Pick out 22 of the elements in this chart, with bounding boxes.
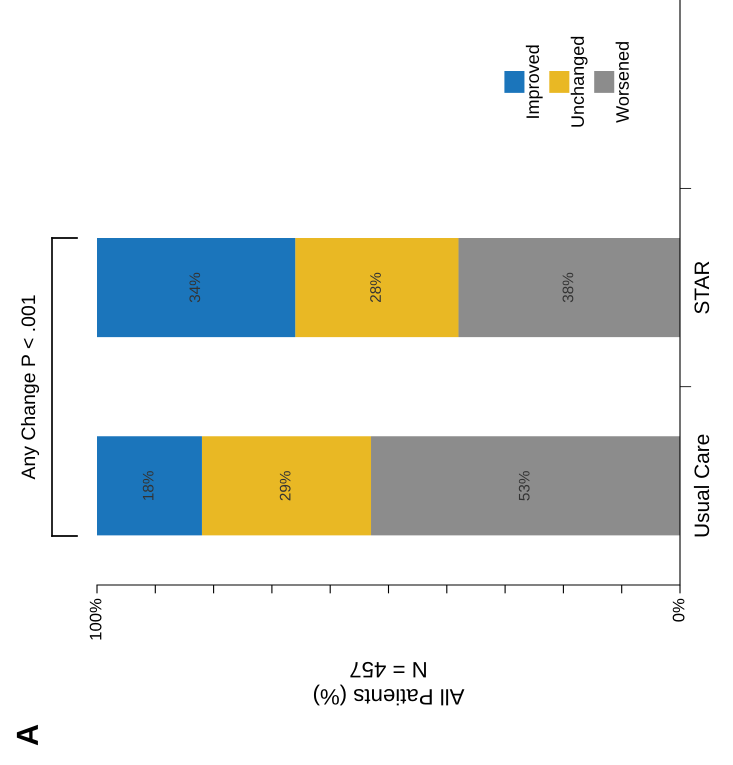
data-label: 29% bbox=[280, 471, 291, 500]
x-axis-title: All Patients (%) N = 457 bbox=[314, 662, 464, 706]
text: A bbox=[16, 724, 38, 746]
bar bbox=[97, 436, 202, 536]
x-tick-label: 100% bbox=[90, 598, 102, 640]
legend-label: Improved bbox=[526, 45, 543, 118]
bar bbox=[371, 436, 680, 536]
x-tick-label: 0% bbox=[672, 598, 684, 622]
bar bbox=[458, 238, 680, 338]
y-tick-label: STAR bbox=[694, 261, 710, 314]
data-label: 38% bbox=[562, 272, 574, 302]
bar bbox=[295, 238, 458, 338]
y-tick-label: Usual Care bbox=[694, 434, 710, 536]
data-label: 53% bbox=[518, 471, 530, 501]
data-label: 28% bbox=[370, 272, 381, 302]
legend-label: Unchanged bbox=[570, 36, 588, 127]
data-label: 18% bbox=[142, 471, 154, 500]
legend-label: Worsened bbox=[616, 42, 629, 123]
data-label: 34% bbox=[189, 272, 200, 302]
bar bbox=[97, 238, 296, 338]
bar bbox=[202, 436, 372, 536]
text: Any Change P < .001 bbox=[20, 295, 40, 480]
